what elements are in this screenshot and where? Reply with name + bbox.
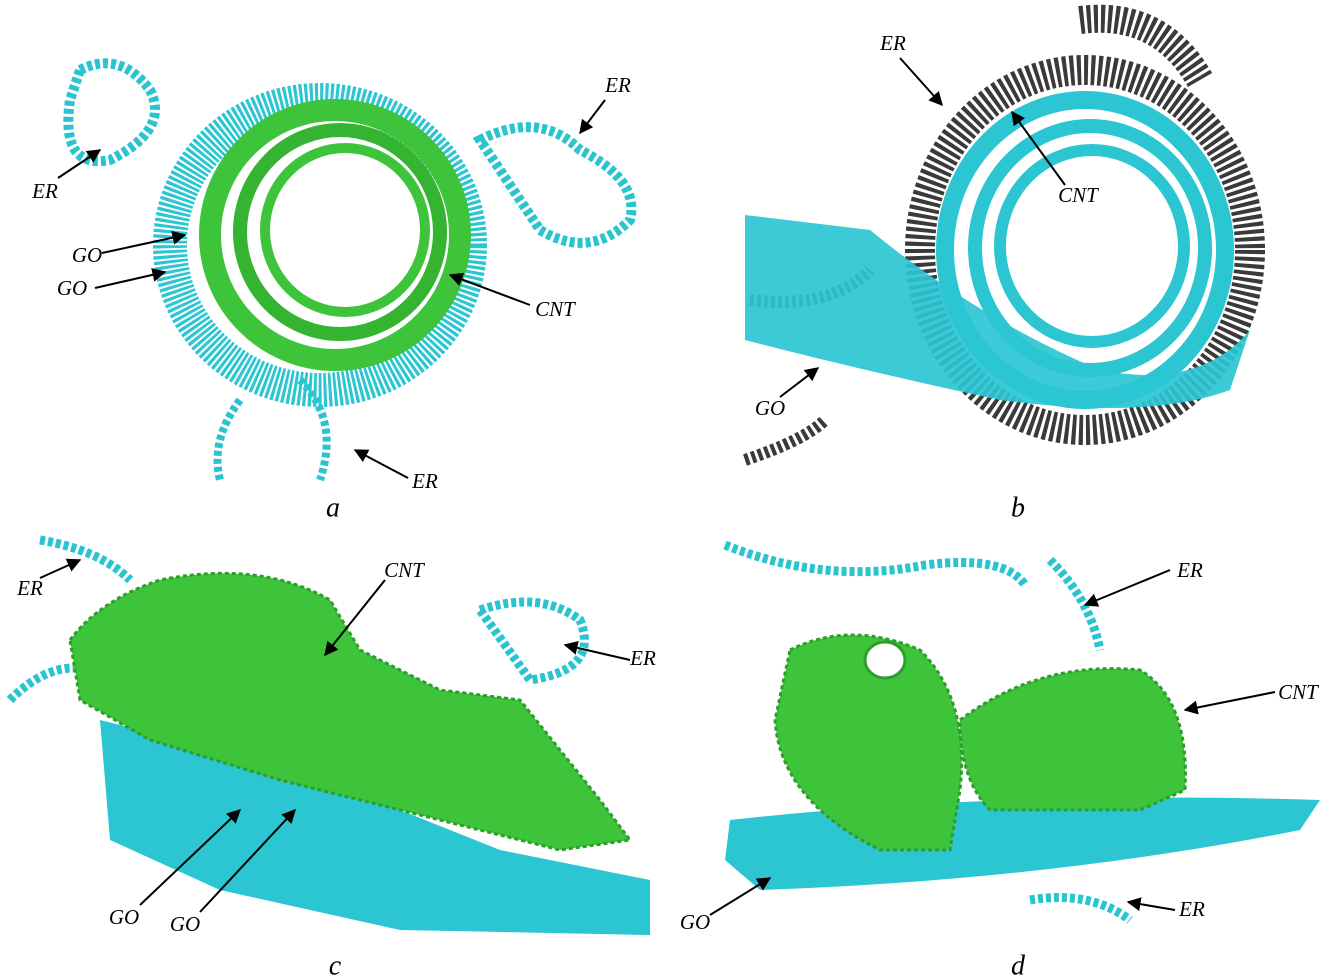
arrow [95,272,165,288]
caption: c [329,950,342,980]
arrow [1085,570,1170,605]
arrow [710,878,770,915]
caption: b [1011,492,1025,523]
label: GO [72,243,102,267]
panel-a: ER ER GO GO CNT ER a [31,63,631,523]
label: GO [755,396,785,420]
arrow [580,100,605,133]
label: GO [170,912,200,936]
label: ER [1176,558,1203,582]
label: ER [629,646,656,670]
label: ER [1178,897,1205,921]
label: CNT [535,297,576,321]
caption: a [326,492,340,523]
caption: d [1011,950,1026,980]
arrow [40,560,80,578]
label: CNT [1278,680,1319,704]
label: ER [411,469,438,493]
label: ER [16,576,43,600]
label: ER [604,73,631,97]
arrow [355,450,408,478]
arrow [900,58,942,105]
arrow [1128,902,1175,910]
figure: ER ER GO GO CNT ER a ER CNT GO b ER CNT [0,0,1323,980]
arrow [780,368,818,397]
label: GO [109,905,139,929]
panel-b: ER CNT GO b [745,19,1250,524]
panel-c: ER CNT ER GO GO c [10,540,656,980]
label: ER [31,179,58,203]
label: GO [57,276,87,300]
arrow [1185,692,1275,710]
panel-d: ER CNT ER GO d [680,545,1320,980]
label: ER [879,31,906,55]
label: GO [680,910,710,934]
label: CNT [1058,183,1099,207]
label: CNT [384,558,425,582]
